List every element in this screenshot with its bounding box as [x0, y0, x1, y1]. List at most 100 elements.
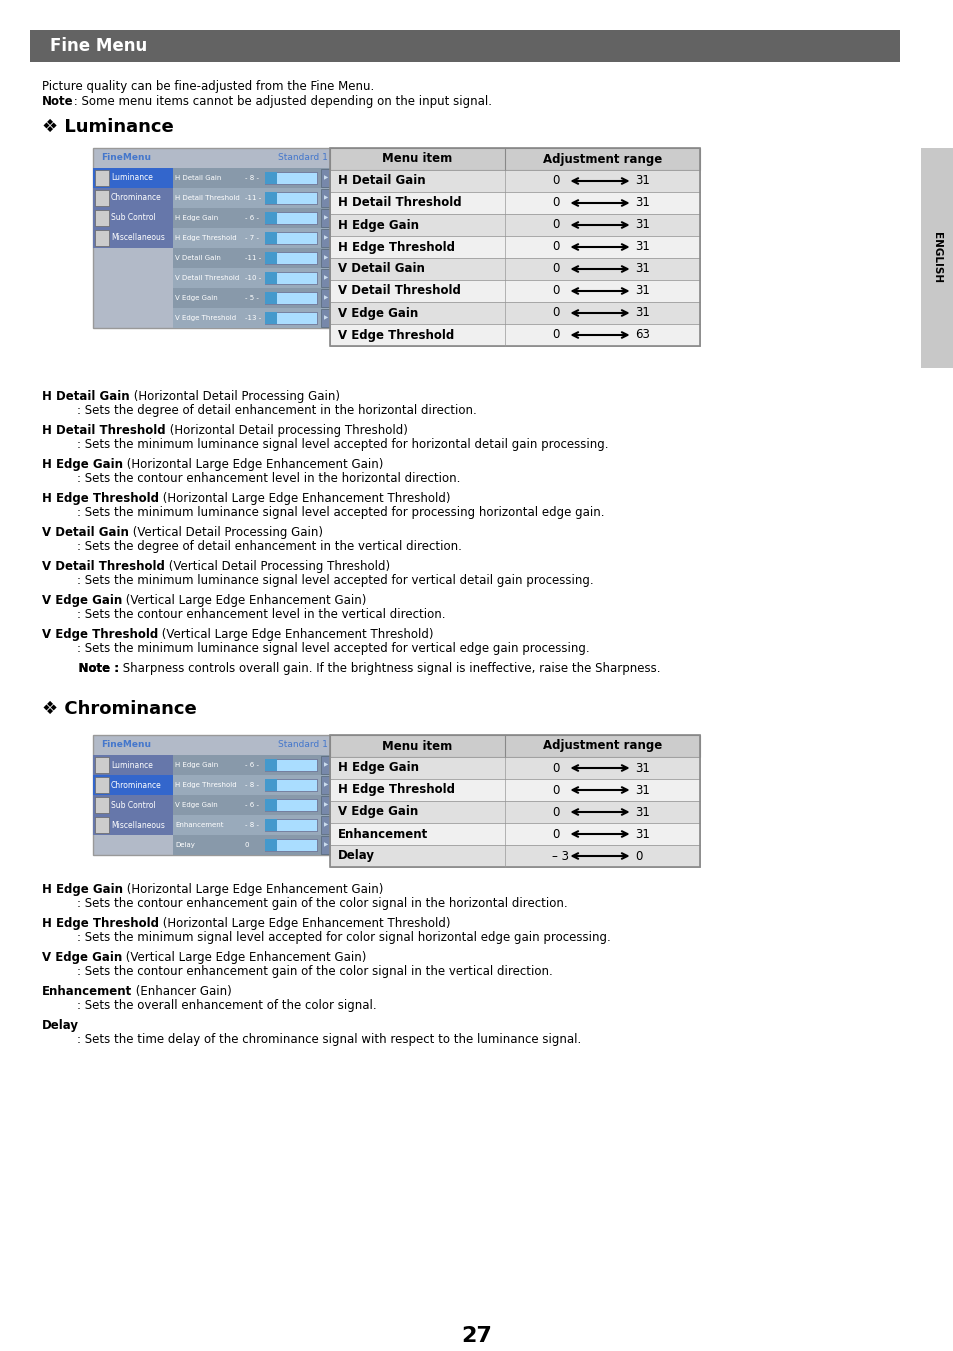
Text: V Edge Gain: V Edge Gain	[337, 805, 417, 819]
Bar	[320, 309, 331, 327]
Text: V Edge Gain: V Edge Gain	[174, 802, 217, 808]
Bar	[320, 189, 331, 207]
Text: H Detail Threshold: H Detail Threshold	[337, 196, 461, 209]
Text: V Edge Threshold: V Edge Threshold	[174, 315, 236, 322]
Text: 0: 0	[552, 196, 559, 209]
Text: ❖ Luminance: ❖ Luminance	[42, 118, 173, 136]
Text: 31: 31	[635, 285, 650, 297]
Text: H Edge Threshold: H Edge Threshold	[337, 784, 455, 797]
Text: ▶: ▶	[323, 316, 328, 320]
Text: 31: 31	[635, 784, 650, 797]
Bar	[330, 170, 700, 192]
Text: Luminance: Luminance	[111, 761, 152, 770]
Bar	[265, 759, 316, 771]
Text: : Sets the minimum luminance signal level accepted for vertical detail gain proc: : Sets the minimum luminance signal leve…	[62, 574, 593, 586]
Text: 63: 63	[635, 328, 650, 342]
Text: - 8 -: - 8 -	[245, 782, 258, 788]
Text: - 6 -: - 6 -	[245, 762, 258, 767]
Text: Chrominance: Chrominance	[111, 781, 162, 789]
Bar	[172, 288, 333, 308]
Text: (Horizontal Large Edge Enhancement Gain): (Horizontal Large Edge Enhancement Gain)	[123, 458, 383, 471]
Bar	[320, 269, 331, 286]
Text: V Detail Gain: V Detail Gain	[337, 262, 424, 276]
Text: Sub Control: Sub Control	[111, 213, 155, 223]
Bar	[330, 258, 700, 280]
Text: V Detail Threshold: V Detail Threshold	[174, 276, 239, 281]
Bar	[265, 212, 276, 224]
Bar	[265, 192, 316, 204]
Text: : Sets the contour enhancement gain of the color signal in the vertical directio: : Sets the contour enhancement gain of t…	[62, 965, 552, 978]
Bar	[92, 815, 172, 835]
Text: (Horizontal Large Edge Enhancement Gain): (Horizontal Large Edge Enhancement Gain)	[123, 884, 383, 896]
Bar	[265, 172, 316, 184]
Bar	[172, 308, 333, 328]
Text: Menu item: Menu item	[382, 739, 452, 753]
Text: Miscellaneous: Miscellaneous	[111, 234, 165, 242]
Text: Note: Note	[42, 95, 73, 108]
Bar	[172, 208, 333, 228]
Bar	[330, 236, 700, 258]
Bar	[95, 170, 109, 186]
Text: H Edge Threshold: H Edge Threshold	[174, 235, 236, 240]
Text: 27: 27	[461, 1325, 492, 1346]
Bar	[265, 253, 316, 263]
Text: V Detail Threshold: V Detail Threshold	[42, 561, 165, 573]
Text: H Detail Threshold: H Detail Threshold	[42, 424, 166, 436]
Text: ▶: ▶	[323, 296, 328, 300]
Text: : Sets the overall enhancement of the color signal.: : Sets the overall enhancement of the co…	[62, 998, 376, 1012]
Text: ▶: ▶	[323, 196, 328, 200]
Text: 31: 31	[635, 828, 650, 840]
Bar	[265, 780, 276, 790]
Bar	[172, 835, 333, 855]
Text: 31: 31	[635, 805, 650, 819]
Text: H Detail Threshold: H Detail Threshold	[174, 195, 239, 201]
Text: ▶: ▶	[323, 216, 328, 220]
Text: (Horizontal Large Edge Enhancement Threshold): (Horizontal Large Edge Enhancement Thres…	[159, 492, 450, 505]
Text: V Edge Gain: V Edge Gain	[174, 295, 217, 301]
Text: -13 -: -13 -	[245, 315, 261, 322]
Bar	[265, 798, 316, 811]
Text: Fine Menu: Fine Menu	[50, 36, 147, 55]
Text: (Horizontal Detail Processing Gain): (Horizontal Detail Processing Gain)	[130, 390, 339, 403]
Text: ▶: ▶	[323, 762, 328, 767]
Text: Picture quality can be fine-adjusted from the Fine Menu.: Picture quality can be fine-adjusted fro…	[42, 80, 374, 93]
Text: H Edge Gain: H Edge Gain	[337, 219, 418, 231]
Bar	[172, 755, 333, 775]
Bar	[330, 823, 700, 844]
Bar	[265, 292, 276, 304]
Text: Menu item: Menu item	[382, 153, 452, 166]
Text: 0: 0	[552, 174, 559, 188]
Text: ❖ Chrominance: ❖ Chrominance	[42, 700, 196, 717]
Text: (Vertical Large Edge Enhancement Gain): (Vertical Large Edge Enhancement Gain)	[122, 951, 366, 965]
Text: H Edge Gain: H Edge Gain	[174, 762, 218, 767]
Bar	[330, 801, 700, 823]
Bar	[265, 192, 276, 204]
Text: ▶: ▶	[323, 235, 328, 240]
Text: Enhancement: Enhancement	[42, 985, 132, 998]
Bar	[320, 775, 331, 794]
Text: 31: 31	[635, 174, 650, 188]
Text: 0: 0	[245, 842, 250, 848]
Text: Note :: Note :	[62, 662, 119, 676]
Bar	[92, 794, 172, 815]
Text: 0: 0	[552, 784, 559, 797]
Text: Luminance: Luminance	[111, 173, 152, 182]
Bar	[330, 213, 700, 236]
Text: Delay: Delay	[337, 850, 375, 862]
Bar	[265, 839, 276, 851]
Text: ▶: ▶	[323, 802, 328, 808]
Bar	[265, 172, 276, 184]
Text: 0: 0	[552, 240, 559, 254]
Text: - 7 -: - 7 -	[245, 235, 258, 240]
Text: V Edge Threshold: V Edge Threshold	[337, 328, 454, 342]
Text: FineMenu: FineMenu	[101, 153, 151, 162]
Text: ▶: ▶	[323, 255, 328, 261]
Bar	[265, 272, 316, 284]
Bar	[330, 280, 700, 303]
Text: H Edge Threshold: H Edge Threshold	[337, 240, 455, 254]
Text: V Detail Threshold: V Detail Threshold	[337, 285, 460, 297]
Text: V Edge Gain: V Edge Gain	[337, 307, 417, 319]
Text: Note :: Note :	[62, 662, 119, 676]
Text: H Edge Gain: H Edge Gain	[337, 762, 418, 774]
Text: V Detail Gain: V Detail Gain	[42, 526, 129, 539]
